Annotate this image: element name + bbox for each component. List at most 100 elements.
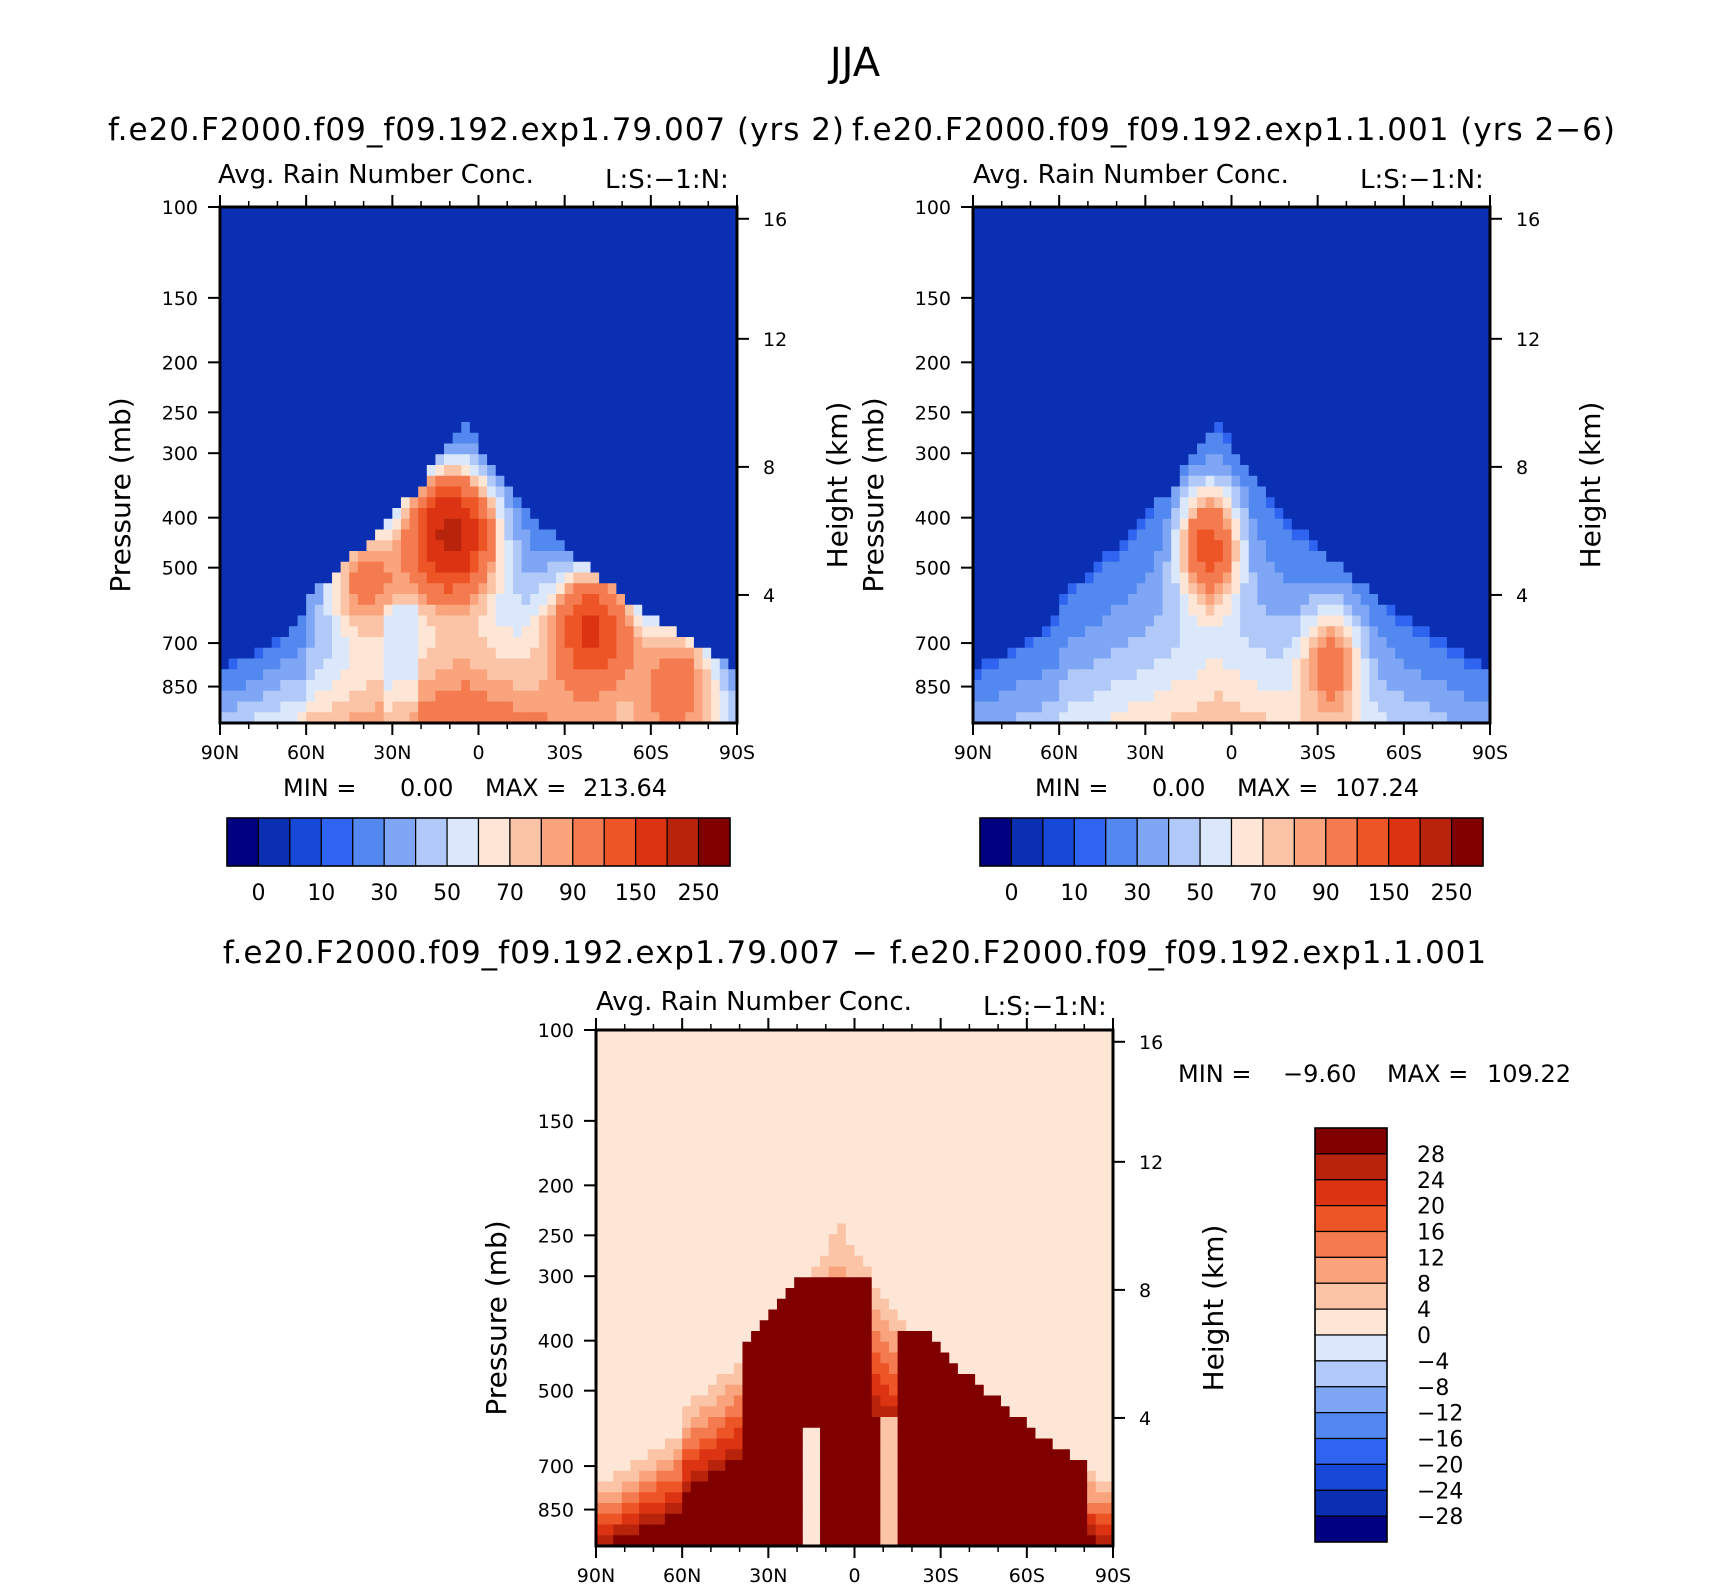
panel2-heatmap-cell — [1214, 658, 1224, 670]
panel2-heatmap-cell — [1222, 368, 1233, 380]
panel2-heatmap-cell — [1188, 572, 1198, 584]
panel1-heatmap-cell — [642, 217, 652, 230]
panel1-heatmap-cell — [573, 669, 583, 681]
panel2-heatmap-cell — [973, 368, 983, 380]
panel1-heatmap-cell — [349, 422, 359, 434]
panel2-heatmap-cell — [1024, 540, 1034, 552]
panel1-heatmap-cell — [487, 712, 497, 724]
panel2-heatmap-cell — [1248, 260, 1258, 273]
panel2-heatmap-cell — [1317, 626, 1327, 638]
panel2-heatmap-cell — [1231, 690, 1241, 703]
panel2-heatmap-cell — [1128, 540, 1138, 552]
panel1-heatmap-cell — [444, 475, 454, 488]
panel2-heatmap-cell — [1050, 207, 1060, 219]
panel1-heatmap-cell — [728, 368, 738, 380]
panel2-heatmap-cell — [1033, 475, 1043, 488]
panel1-heatmap-cell — [642, 400, 652, 412]
panel1-heatmap-cell — [220, 357, 230, 369]
panel1-heatmap-cell — [676, 572, 686, 584]
panel2-heatmap-cell — [981, 379, 991, 391]
panel1-heatmap-cell — [659, 379, 669, 391]
panel1-heatmap-cell — [556, 561, 566, 574]
panel1-heatmap-cell — [728, 465, 738, 477]
panel1-heatmap-cell — [461, 529, 471, 541]
panel2-heatmap-cell — [1128, 282, 1138, 294]
panel1-heatmap-cell — [357, 637, 368, 649]
panel2-heatmap-cell — [1214, 282, 1224, 294]
panel2-heatmap-cell — [1214, 271, 1224, 283]
panel2-heatmap-cell — [1188, 389, 1198, 402]
panel1-heatmap-cell — [314, 454, 324, 466]
panel2-heatmap-cell — [1248, 475, 1258, 488]
panel1-heatmap-cell — [564, 475, 574, 488]
panel1-heatmap-cell — [418, 325, 428, 337]
panel2-heatmap-cell — [1171, 411, 1181, 423]
panel2-heatmap-cell — [1093, 303, 1103, 316]
panel2-heatmap-cell — [1222, 540, 1233, 552]
panel1-heatmap-cell — [702, 250, 712, 262]
panel2-heatmap-cell — [1119, 518, 1129, 531]
panel1-heatmap-cell — [650, 637, 661, 649]
panel2-heatmap-cell — [1317, 540, 1327, 552]
panel2-heatmap-cell — [1067, 314, 1077, 326]
panel1-heatmap-cell — [245, 357, 256, 369]
panel2-heatmap-cell — [1188, 422, 1198, 434]
panel1-heatmap-cell — [711, 379, 721, 391]
panel1-heatmap-cell — [607, 626, 617, 638]
panel2-heatmap-cell — [1162, 271, 1172, 283]
panel2-heatmap-cell — [1102, 250, 1112, 262]
panel1-heatmap-cell — [452, 701, 462, 713]
panel1-heatmap-cell — [693, 690, 704, 703]
panel2-heatmap-cell — [1145, 228, 1155, 240]
panel2-heatmap-cell — [1076, 411, 1086, 423]
panel1-heatmap-cell — [590, 389, 600, 402]
panel1-heatmap-cell — [340, 701, 350, 713]
panel2-heatmap-cell — [1136, 303, 1146, 316]
panel1-heatmap-cell — [237, 303, 247, 316]
panel1-heatmap-cell — [418, 422, 428, 434]
panel2-heatmap-cell — [1136, 368, 1146, 380]
panel1-heatmap-cell — [400, 497, 411, 509]
panel1-heatmap-cell — [512, 260, 523, 273]
panel2-heatmap-cell — [1024, 518, 1034, 531]
panel1-heatmap-cell — [711, 690, 721, 703]
panel1-heatmap-cell — [306, 508, 316, 520]
panel1-heatmap-cell — [530, 540, 540, 552]
panel1-heatmap-cell — [702, 325, 712, 337]
panel1-heatmap-cell — [392, 422, 402, 434]
panel2-heatmap-cell — [990, 508, 1000, 520]
panel1-heatmap-cell — [668, 336, 678, 348]
panel1-heatmap-cell — [711, 712, 721, 724]
panel2-heatmap-cell — [1136, 411, 1146, 423]
panel2-heatmap-cell — [1085, 303, 1095, 316]
panel1-heatmap-cell — [581, 400, 592, 412]
panel2-heatmap-cell — [1300, 314, 1310, 326]
panel2-heatmap-cell — [1179, 346, 1190, 359]
panel1-heatmap-cell — [409, 658, 419, 670]
panel2-heatmap-cell — [1179, 572, 1190, 584]
panel2-heatmap-cell — [1317, 615, 1327, 627]
y-tick-label: 300 — [162, 443, 198, 465]
panel2-heatmap-cell — [1033, 647, 1043, 660]
panel2-heatmap-cell — [1283, 669, 1293, 681]
panel1-heatmap-cell — [280, 712, 290, 724]
panel1-heatmap-cell — [254, 325, 264, 337]
panel1-heatmap-cell — [349, 325, 359, 337]
panel1-heatmap-cell — [435, 432, 445, 445]
panel1-heatmap-cell — [409, 680, 419, 692]
panel2-heatmap-cell — [1093, 389, 1103, 402]
panel1-heatmap-cell — [702, 443, 712, 455]
panel2-heatmap-cell — [1274, 637, 1284, 649]
panel1-heatmap-cell — [306, 486, 316, 498]
panel1-subtitle: Avg. Rain Number Conc. — [218, 160, 534, 190]
panel2-heatmap-cell — [1102, 217, 1112, 230]
panel2-heatmap-cell — [1016, 637, 1026, 649]
panel1-heatmap-cell — [659, 626, 669, 638]
panel1-heatmap-cell — [263, 443, 273, 455]
panel1-heatmap-cell — [607, 551, 617, 563]
panel2-heatmap-cell — [1248, 250, 1258, 262]
panel1-heatmap-cell — [288, 690, 299, 703]
panel2-heatmap-cell — [1179, 260, 1190, 273]
panel1-heatmap-cell — [547, 486, 557, 498]
difference-title: f.e20.F2000.f09_f09.192.exp1.79.007 − f.… — [222, 935, 1488, 971]
